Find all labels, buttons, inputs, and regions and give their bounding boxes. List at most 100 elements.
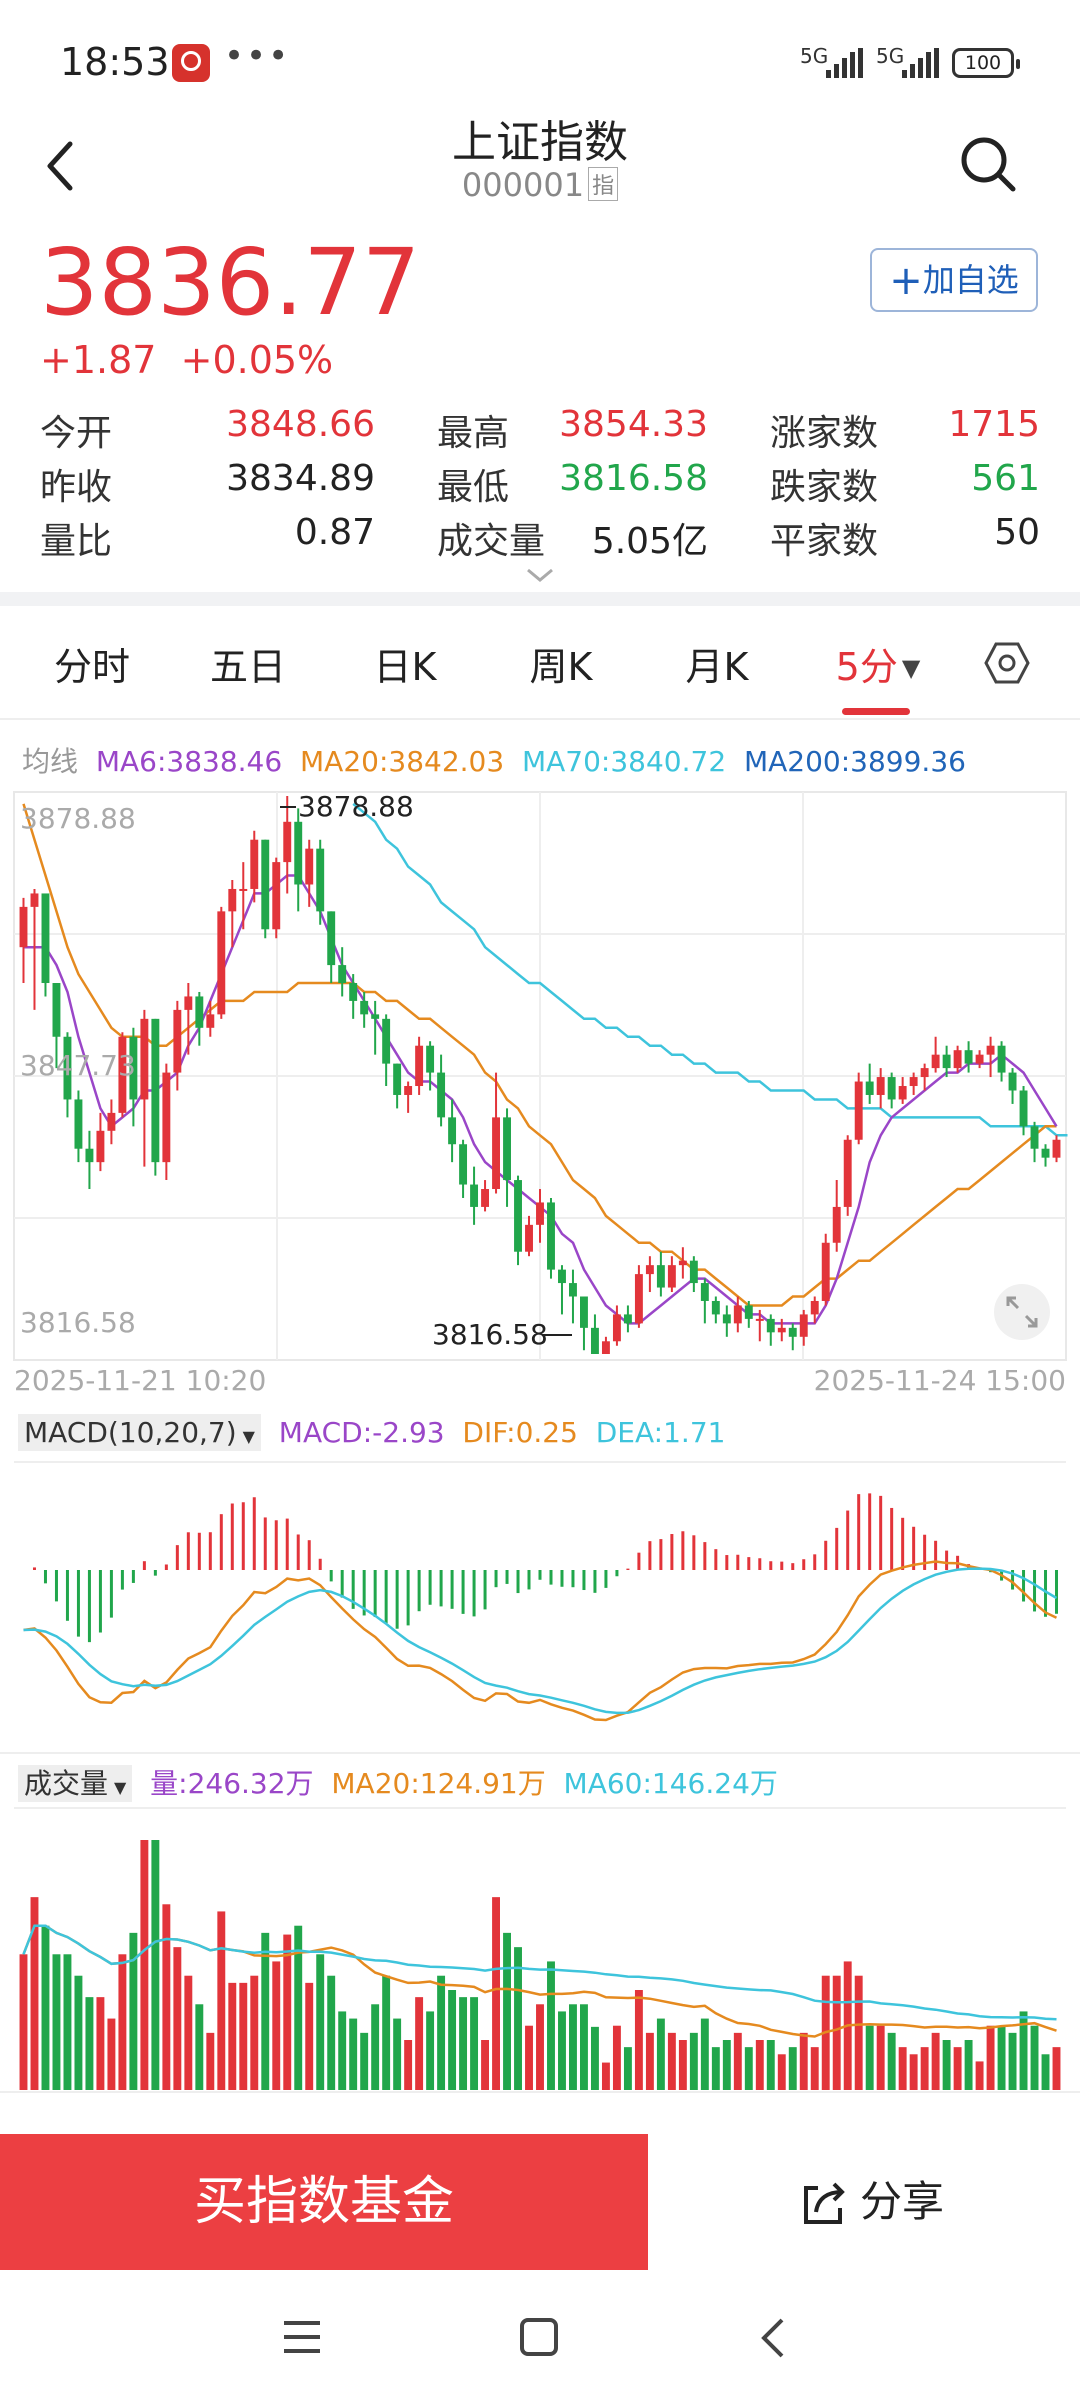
candle-body bbox=[415, 1045, 424, 1087]
candle-body bbox=[140, 1018, 149, 1100]
candle-body bbox=[206, 1014, 215, 1028]
volume-bar bbox=[437, 1975, 446, 2090]
tab-five-day[interactable]: 五日 bbox=[209, 645, 286, 689]
expand-chevron-icon[interactable] bbox=[522, 566, 558, 584]
volume-bar bbox=[228, 1982, 237, 2090]
add-watchlist-button[interactable]: +加自选 bbox=[870, 248, 1038, 312]
volume-bar bbox=[118, 1954, 127, 2090]
macd-chart[interactable] bbox=[0, 1460, 1080, 1750]
volume-bar bbox=[459, 1997, 468, 2090]
legend-ma200: MA200:3899.36 bbox=[743, 745, 966, 778]
candle-body bbox=[755, 1318, 764, 1321]
candle-body bbox=[909, 1077, 918, 1087]
volume-bar bbox=[217, 1911, 226, 2090]
security-code-text: 000001 bbox=[461, 166, 585, 204]
candle-body bbox=[1030, 1126, 1039, 1149]
volume-legend: 成交量 ▼ 量:246.32万 MA20:124.91万 MA60:146.24万 bbox=[18, 1762, 778, 1802]
volume-bar bbox=[558, 2011, 566, 2090]
menu-nav-icon[interactable] bbox=[280, 2318, 324, 2356]
macd-selector[interactable]: MACD(10,20,7) ▼ bbox=[18, 1414, 261, 1451]
stat-volume: 5.05亿 bbox=[591, 521, 708, 562]
volume-chart[interactable] bbox=[0, 1806, 1080, 2106]
volume-bar bbox=[239, 1982, 248, 2090]
volume-bar bbox=[656, 2018, 665, 2090]
back-arrow-icon[interactable] bbox=[40, 138, 80, 194]
more-notifications-icon: ••• bbox=[224, 36, 291, 76]
volume-bar bbox=[41, 1925, 50, 2090]
battery-icon: 100 bbox=[952, 48, 1020, 78]
volume-bar bbox=[371, 2004, 380, 2090]
volume-selector[interactable]: 成交量 ▼ bbox=[18, 1765, 133, 1802]
stat-label: 平家数 bbox=[770, 521, 879, 562]
volume-bar bbox=[393, 2018, 402, 2090]
home-nav-icon[interactable] bbox=[518, 2316, 560, 2358]
volume-bars bbox=[19, 1840, 1061, 2090]
share-button[interactable]: 分享 bbox=[648, 2134, 1080, 2270]
chart-settings-icon[interactable] bbox=[984, 640, 1030, 686]
stat-prev-close: 3834.89 bbox=[226, 458, 375, 499]
volume-bar bbox=[338, 2011, 347, 2090]
candle-body bbox=[744, 1305, 753, 1319]
tab-weekly-k[interactable]: 周K bbox=[529, 645, 593, 689]
candlestick-chart[interactable]: 3878.88 3847.73 3816.58 3878.88 3816.58 … bbox=[0, 784, 1080, 1414]
candle-body bbox=[689, 1260, 698, 1284]
candle-body bbox=[865, 1081, 874, 1095]
legend-dea: DEA:1.71 bbox=[595, 1416, 726, 1449]
page-title: 上证指数 bbox=[452, 117, 628, 168]
candle-body bbox=[448, 1117, 457, 1145]
candle-body bbox=[975, 1054, 984, 1064]
volume-bar bbox=[898, 2047, 907, 2090]
volume-bar bbox=[832, 1975, 841, 2090]
volume-bar bbox=[876, 2025, 885, 2090]
caret-down-icon: ▼ bbox=[114, 1778, 127, 1797]
system-nav-bar bbox=[0, 2270, 1080, 2400]
volume-bar bbox=[129, 1932, 138, 2090]
volume-bar bbox=[755, 2040, 764, 2090]
tab-intraday[interactable]: 分时 bbox=[53, 645, 130, 689]
fullscreen-icon bbox=[994, 1284, 1050, 1340]
candle-body bbox=[371, 1014, 380, 1019]
plus-icon: + bbox=[889, 258, 923, 304]
candle-body bbox=[722, 1314, 731, 1324]
candle-body bbox=[612, 1314, 621, 1342]
app-notification-icon bbox=[172, 44, 210, 82]
volume-bar bbox=[909, 2054, 918, 2090]
candle-body bbox=[118, 1036, 127, 1113]
candle-body bbox=[953, 1050, 962, 1069]
tab-5min[interactable]: 5分 ▼ bbox=[828, 636, 928, 691]
buy-index-fund-button[interactable]: 买指数基金 bbox=[0, 2134, 648, 2270]
tab-monthly-k[interactable]: 月K bbox=[685, 645, 749, 689]
volume-bar bbox=[261, 1932, 270, 2090]
back-nav-icon[interactable] bbox=[758, 2316, 788, 2360]
status-bar: 18:53 ••• 5G 5G 100 bbox=[0, 0, 1080, 120]
volume-bar bbox=[997, 2025, 1006, 2090]
candle-body bbox=[876, 1077, 885, 1095]
candle-body bbox=[525, 1224, 533, 1252]
volume-bar bbox=[799, 2032, 808, 2090]
search-icon[interactable] bbox=[958, 134, 1018, 194]
volume-bar bbox=[766, 2040, 775, 2090]
volume-bar bbox=[634, 1990, 643, 2090]
candle-body bbox=[30, 893, 39, 907]
candle-body bbox=[426, 1045, 435, 1073]
section-divider bbox=[0, 592, 1080, 606]
volume-bar bbox=[52, 1954, 61, 2090]
tab-daily-k[interactable]: 日K bbox=[373, 645, 437, 689]
volume-bar bbox=[360, 2032, 369, 2090]
stat-high: 3854.33 bbox=[559, 404, 708, 445]
volume-bar bbox=[316, 1954, 325, 2090]
candle-body bbox=[162, 1072, 171, 1163]
volume-bar bbox=[184, 1975, 193, 2090]
candle-body bbox=[514, 1180, 522, 1252]
candle-body bbox=[404, 1086, 413, 1095]
candle-body bbox=[700, 1283, 709, 1301]
candles bbox=[19, 796, 1061, 1354]
stat-label: 最高 bbox=[437, 413, 510, 454]
candle-body bbox=[942, 1054, 951, 1069]
stat-label: 昨收 bbox=[40, 467, 113, 508]
volume-ma60-line bbox=[22, 1924, 1057, 2021]
date-start-label: 2025-11-21 10:20 bbox=[14, 1364, 266, 1397]
candle-body bbox=[810, 1300, 819, 1315]
current-price: 3836.77 bbox=[40, 229, 421, 336]
share-label: 分享 bbox=[860, 2177, 945, 2226]
